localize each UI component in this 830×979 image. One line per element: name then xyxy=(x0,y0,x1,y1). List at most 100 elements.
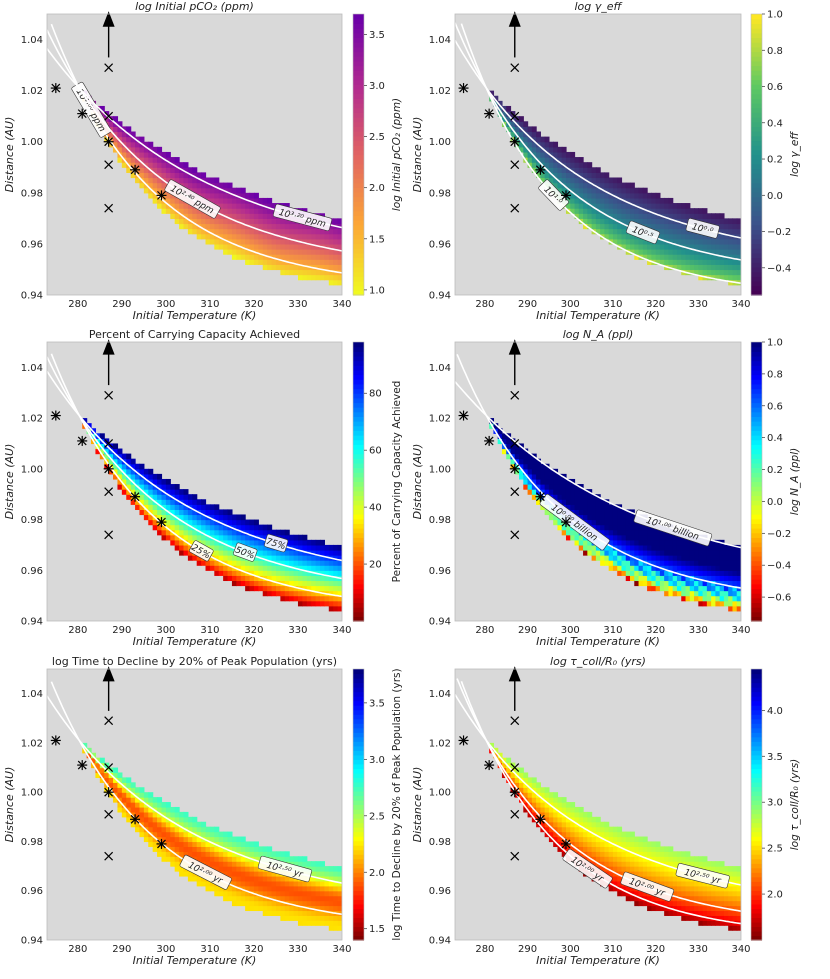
heatmap-cell xyxy=(604,218,610,225)
heatmap-cell xyxy=(608,861,614,867)
heatmap-cell xyxy=(647,841,652,847)
heatmap-cell xyxy=(192,167,198,173)
heatmap-cell xyxy=(262,259,268,265)
heatmap-cell xyxy=(561,187,567,194)
heatmap-cell xyxy=(604,509,610,516)
heatmap-cell xyxy=(236,570,242,576)
heatmap-cell xyxy=(664,233,670,240)
heatmap-cell xyxy=(196,851,202,857)
heatmap-cell xyxy=(315,539,321,546)
heatmap-cell xyxy=(157,151,163,158)
heatmap-cell xyxy=(736,570,741,576)
heatmap-cell xyxy=(719,890,725,897)
heatmap-cell xyxy=(638,213,644,219)
heatmap-cell xyxy=(711,575,716,582)
heatmap-cell xyxy=(262,875,268,882)
heatmap-cell xyxy=(651,565,657,571)
heatmap-cell xyxy=(214,243,220,250)
heatmap-cell xyxy=(218,233,224,240)
heatmap-cell xyxy=(249,208,255,214)
heatmap-cell xyxy=(723,590,729,597)
heatmap-cell xyxy=(183,489,189,495)
heatmap-cell xyxy=(113,141,119,148)
heatmap-cell xyxy=(676,856,682,862)
heatmap-cell xyxy=(732,218,738,225)
heatmap-cell xyxy=(655,203,661,209)
heatmap-cell xyxy=(544,151,550,158)
heatmap-cell xyxy=(587,811,593,818)
heatmap-cell xyxy=(152,473,158,480)
heatmap-cell xyxy=(600,831,605,838)
heatmap-cell xyxy=(655,259,661,265)
x-tick-label: 310 xyxy=(603,299,622,310)
heatmap-cell xyxy=(240,871,246,877)
heatmap-cell xyxy=(694,233,699,240)
heatmap-cell xyxy=(570,182,576,189)
heatmap-cell xyxy=(668,549,674,556)
heatmap-cell xyxy=(527,806,533,813)
heatmap-cell xyxy=(161,851,167,857)
heatmap-cell xyxy=(510,131,516,138)
heatmap-cell xyxy=(527,473,533,480)
heatmap-cell xyxy=(157,797,163,803)
heatmap-cell xyxy=(319,900,325,907)
heatmap-cell xyxy=(655,846,661,852)
heatmap-cell xyxy=(647,249,652,255)
heatmap-cell xyxy=(574,203,580,209)
heatmap-cell xyxy=(302,895,308,902)
heatmap-cell xyxy=(108,777,114,783)
heatmap-cell xyxy=(214,846,220,852)
heatmap-cell xyxy=(201,228,207,235)
heatmap-cell xyxy=(553,519,559,526)
heatmap-cell xyxy=(284,590,290,597)
heatmap-cell xyxy=(604,197,610,204)
heatmap-cell xyxy=(165,826,171,833)
heatmap-cell xyxy=(315,565,321,571)
heatmap-cell xyxy=(236,836,242,843)
x-tick-label: 330 xyxy=(288,625,307,636)
heatmap-cell xyxy=(578,851,584,857)
heatmap-cell xyxy=(227,565,233,571)
heatmap-cell xyxy=(126,126,132,133)
heatmap-cell xyxy=(621,238,627,245)
heatmap-cell xyxy=(689,264,695,271)
heatmap-cell xyxy=(711,905,716,912)
heatmap-cell xyxy=(289,254,295,260)
heatmap-cell xyxy=(293,905,299,912)
heatmap-cell xyxy=(536,131,541,138)
heatmap-cell xyxy=(676,880,682,887)
heatmap-cell xyxy=(698,915,704,921)
heatmap-cell xyxy=(715,866,721,872)
heatmap-cell xyxy=(324,259,330,265)
heatmap-cell xyxy=(587,494,593,500)
heatmap-cell xyxy=(170,861,176,867)
heatmap-cell xyxy=(311,539,317,546)
heatmap-cell xyxy=(595,816,601,823)
heatmap-cell xyxy=(319,920,325,926)
heatmap-cell xyxy=(711,218,716,225)
heatmap-cell xyxy=(306,861,312,867)
heatmap-cell xyxy=(621,866,627,872)
heatmap-cell xyxy=(617,197,623,204)
heatmap-cell xyxy=(293,254,299,260)
data-marker xyxy=(510,716,520,726)
heatmap-cell xyxy=(561,797,567,803)
x-tick-label: 300 xyxy=(156,944,175,955)
heatmap-cell xyxy=(311,549,317,556)
heatmap-cell xyxy=(548,473,554,480)
heatmap-cell xyxy=(664,880,670,887)
heatmap-cell xyxy=(676,555,682,561)
heatmap-cell xyxy=(249,534,255,541)
heatmap-cell xyxy=(262,580,268,587)
heatmap-cell xyxy=(267,213,273,219)
heatmap-cell xyxy=(544,478,550,485)
heatmap-cell xyxy=(510,777,516,783)
heatmap-cell xyxy=(655,544,661,551)
heatmap-cell xyxy=(240,900,246,907)
heatmap-cell xyxy=(621,885,627,892)
heatmap-cell xyxy=(583,167,588,173)
heatmap-cell xyxy=(201,851,207,857)
heatmap-cell xyxy=(157,806,163,813)
heatmap-cell xyxy=(612,197,618,204)
heatmap-cell xyxy=(544,792,550,798)
